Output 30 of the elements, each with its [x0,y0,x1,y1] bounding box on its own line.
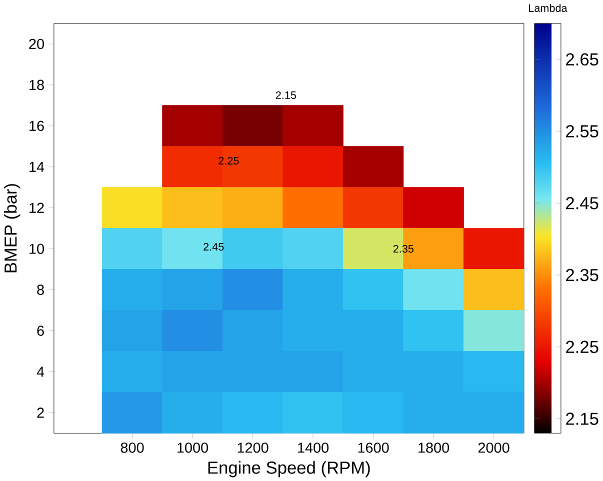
y-tick-label: 10 [30,244,44,254]
x-tick-label: 1200 [238,442,268,453]
color-bar-label: 2.15 [566,412,598,425]
x-tick-label: 1600 [358,442,389,453]
x-tick-label: 1400 [298,442,329,453]
annotation: 2.15 [276,91,296,99]
y-tick-label: 6 [37,325,44,336]
x-tick-label: 800 [120,442,144,453]
y-tick-label: 16 [30,120,44,131]
y-tick-label: 8 [37,284,44,295]
x-tick-label: 1000 [178,442,208,453]
annotation: 2.25 [218,156,239,164]
annotation: 2.35 [393,244,414,253]
color-bar-title: Lambda [528,4,568,12]
x-tick-label: 2000 [478,442,510,453]
x-axis-title: Engine Speed (RPM) [208,460,370,478]
color-bar-label: 2.45 [566,196,598,210]
x-tick-label: 1800 [418,442,450,453]
y-tick-label: 18 [30,80,44,90]
y-tick-label: 20 [29,38,44,49]
color-bar-label: 2.65 [566,53,598,66]
color-bar-label: 2.25 [566,340,598,353]
color-bar-label: 2.35 [566,268,598,282]
color-bar-label: 2.55 [566,125,598,138]
y-tick-label: 2 [37,408,44,418]
y-axis-title: BMEP (bar) [4,184,20,272]
y-tick-label: 14 [30,162,44,172]
y-tick-label: 12 [30,202,44,213]
y-tick-label: 4 [36,366,44,377]
annotation: 2.45 [204,242,224,250]
